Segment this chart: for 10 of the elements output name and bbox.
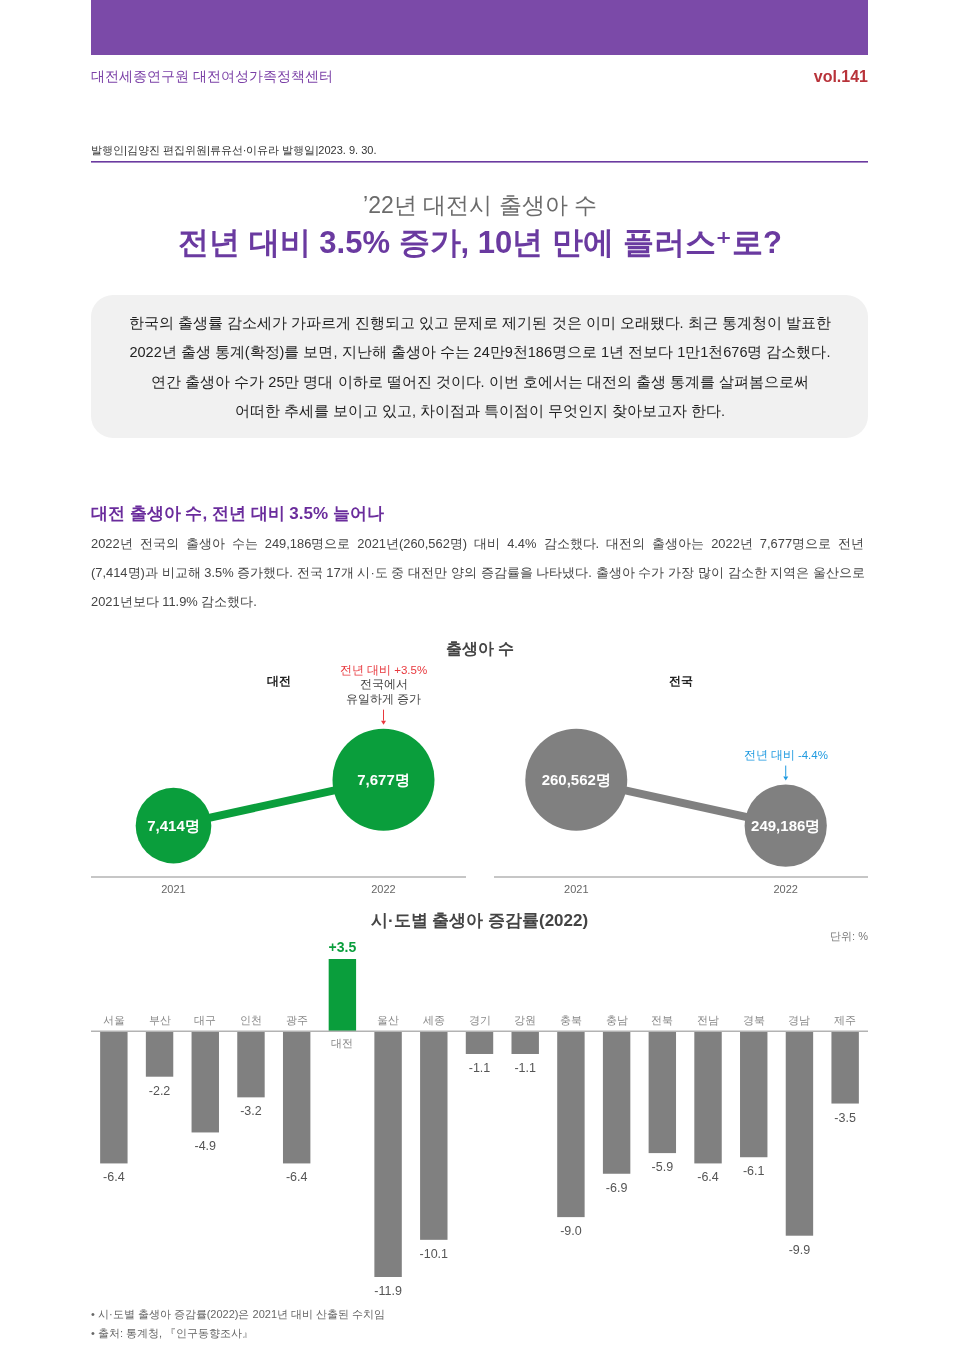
subtitle: ’22년 대전시 출생아 수 [363,192,597,218]
annotation: 전국에서 유일하게 증가 [345,678,422,705]
organisation: 대전세종연구원 대전여성가족정책센터 [91,68,333,84]
volume: vol.141 [813,67,868,85]
footnote: • 출처: 통계청, 『인구동향조사』 [91,1327,254,1339]
annotation: 전년 대비 +3.5% [339,663,428,676]
footnote: • 시·도별 출생아 증감률(2022)은 2021년 대비 산출된 수치임 [91,1308,386,1320]
title: 시·도별 출생아 증감률(2022) [370,910,589,930]
annotation: 전년 대비 -4.4% [743,748,828,761]
title: 전년 대비 3.5% 증가, 10년 만에 플러스⁺로? [178,224,782,260]
